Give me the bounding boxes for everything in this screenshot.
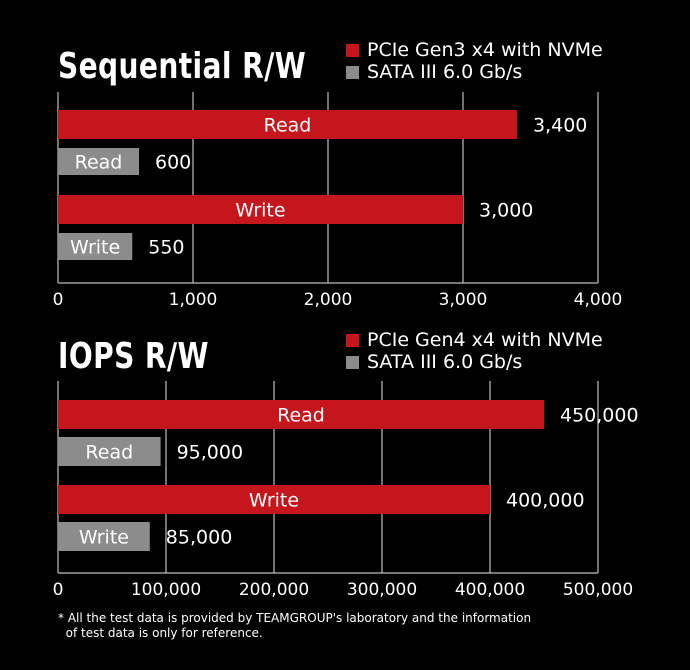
bar-value-label: 95,000 [177,442,243,464]
bar-category-label: Read [85,442,133,464]
bar-sata [58,437,161,466]
legend-label-nvme: PCIe Gen4 x4 with NVMe [367,329,603,351]
bar-value-label: 400,000 [506,490,585,512]
iops-chart-title: IOPS R/W [58,336,209,377]
legend-item-nvme: PCIe Gen4 x4 with NVMe [346,329,603,351]
bar-category-label: Read [277,405,325,427]
x-tick-label: 100,000 [131,580,201,600]
bar-category-label: Read [75,152,123,174]
sequential-legend: PCIe Gen3 x4 with NVMe SATA III 6.0 Gb/s [346,39,603,83]
legend-swatch-sata [346,355,359,369]
x-tick-label: 0 [53,290,64,310]
bar-sata [58,148,139,175]
sequential-bar-chart: 0 1,000 2,000 3,000 4,000 Read 3,400 Read 600 Wri… [53,92,623,310]
bar-category-label: Write [235,200,285,222]
legend-swatch-sata [346,65,359,79]
bar-nvme [58,400,544,429]
x-tick-label: 3,000 [439,290,488,310]
legend-swatch-nvme [346,43,359,57]
x-tick-label: 200,000 [239,580,309,600]
iops-bar-chart: 0 100,000 200,000 300,000 400,000 500,000 Read… [53,381,639,600]
legend-item-sata: SATA III 6.0 Gb/s [346,351,603,373]
bar-value-label: 450,000 [560,405,639,427]
x-tick-label: 400,000 [455,580,525,600]
bar-value-label: 550 [148,237,184,259]
bar-category-label: Write [249,490,299,512]
legend-item-sata: SATA III 6.0 Gb/s [346,61,603,83]
bar-nvme [58,195,463,224]
x-tick-label: 500,000 [563,580,633,600]
legend-swatch-nvme [346,333,359,347]
x-tick-label: 1,000 [169,290,218,310]
bar-value-label: 3,400 [533,115,587,137]
iops-legend: PCIe Gen4 x4 with NVMe SATA III 6.0 Gb/s [346,329,603,373]
x-tick-label: 300,000 [347,580,417,600]
bar-value-label: 3,000 [479,200,533,222]
footnote: * All the test data is provided by TEAMG… [58,611,532,640]
bar-nvme [58,110,517,139]
bar-category-label: Write [79,527,129,549]
iops-chart-panel: IOPS R/W PCIe Gen4 x4 with NVMe SATA III… [53,329,639,600]
bar-value-label: 85,000 [166,527,232,549]
bar-value-label: 600 [155,152,191,174]
x-tick-label: 2,000 [304,290,353,310]
legend-item-nvme: PCIe Gen3 x4 with NVMe [346,39,603,61]
bar-nvme [58,485,490,514]
x-tick-label: 4,000 [574,290,623,310]
bar-sata [58,233,133,260]
legend-label-sata: SATA III 6.0 Gb/s [367,351,523,373]
legend-label-nvme: PCIe Gen3 x4 with NVMe [367,39,603,61]
sequential-chart-panel: Sequential R/W PCIe Gen3 x4 with NVMe SA… [0,0,690,320]
legend-label-sata: SATA III 6.0 Gb/s [367,61,523,83]
bar-category-label: Write [70,237,120,259]
bar-sata [58,522,150,551]
sequential-chart-title: Sequential R/W [58,46,307,87]
bar-category-label: Read [264,115,312,137]
x-tick-label: 0 [53,580,64,600]
